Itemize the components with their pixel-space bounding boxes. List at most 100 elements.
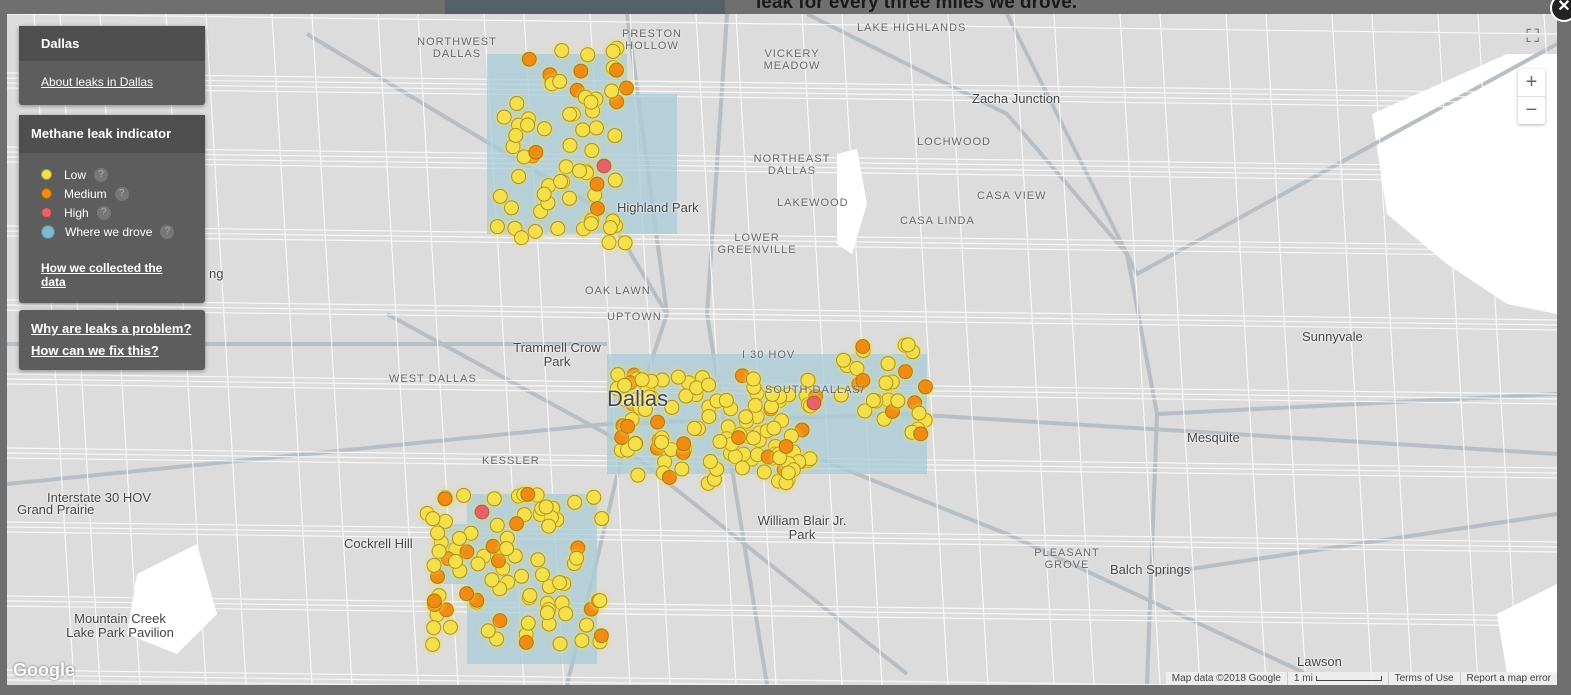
leak-marker-low[interactable]	[431, 543, 447, 559]
leak-marker-low[interactable]	[520, 615, 536, 631]
leak-marker-low[interactable]	[572, 163, 588, 179]
leak-marker-low[interactable]	[536, 186, 552, 202]
leak-marker-low[interactable]	[594, 511, 610, 527]
leak-marker-medium[interactable]	[676, 436, 692, 452]
leak-marker-low[interactable]	[700, 377, 716, 393]
leak-marker-low[interactable]	[426, 620, 442, 636]
leak-marker-low[interactable]	[601, 235, 617, 251]
leak-marker-medium[interactable]	[492, 613, 508, 629]
leak-marker-low[interactable]	[574, 632, 590, 648]
leak-marker-medium[interactable]	[589, 201, 605, 217]
leak-marker-low[interactable]	[664, 399, 680, 415]
leak-marker-low[interactable]	[734, 460, 750, 476]
leak-marker-low[interactable]	[746, 430, 762, 446]
leak-marker-medium[interactable]	[620, 418, 636, 434]
leak-marker-low[interactable]	[425, 636, 441, 652]
leak-marker-low[interactable]	[880, 356, 896, 372]
leak-marker-low[interactable]	[553, 174, 569, 190]
fullscreen-button[interactable]: ⛶	[1526, 26, 1539, 46]
leak-marker-low[interactable]	[562, 106, 578, 122]
leak-marker-low[interactable]	[678, 388, 694, 404]
leak-marker-low[interactable]	[756, 464, 772, 480]
leak-marker-low[interactable]	[511, 169, 527, 185]
leak-marker-medium[interactable]	[426, 593, 442, 609]
leak-marker-low[interactable]	[627, 436, 643, 452]
leak-marker-low[interactable]	[890, 393, 906, 409]
leak-marker-low[interactable]	[584, 143, 600, 159]
leak-marker-medium[interactable]	[855, 372, 871, 388]
leak-marker-medium[interactable]	[593, 628, 609, 644]
leak-marker-low[interactable]	[575, 122, 591, 138]
leak-marker-low[interactable]	[489, 219, 505, 235]
leak-marker-low[interactable]	[745, 371, 761, 387]
leak-marker-low[interactable]	[538, 499, 554, 515]
leak-marker-low[interactable]	[849, 360, 865, 376]
leak-marker-medium[interactable]	[913, 426, 929, 442]
leak-marker-high[interactable]	[806, 395, 822, 411]
leak-marker-low[interactable]	[447, 553, 463, 569]
leak-marker-medium[interactable]	[650, 414, 666, 430]
leak-marker-low[interactable]	[513, 230, 529, 246]
leak-marker-low[interactable]	[586, 489, 602, 505]
leak-marker-low[interactable]	[552, 73, 568, 89]
leak-marker-medium[interactable]	[661, 469, 677, 485]
leak-marker-low[interactable]	[527, 223, 543, 239]
leak-marker-low[interactable]	[605, 43, 621, 59]
terms-link[interactable]: Terms of Use	[1387, 672, 1460, 685]
leak-marker-medium[interactable]	[778, 438, 794, 454]
leak-marker-low[interactable]	[718, 392, 734, 408]
leak-marker-low[interactable]	[583, 216, 599, 232]
leak-marker-low[interactable]	[865, 393, 881, 409]
leak-marker-low[interactable]	[607, 172, 623, 188]
leak-marker-medium[interactable]	[437, 491, 453, 507]
leak-marker-low[interactable]	[900, 337, 916, 353]
leak-marker-low[interactable]	[530, 552, 546, 568]
leak-marker-low[interactable]	[641, 389, 657, 405]
leak-marker-low[interactable]	[536, 121, 552, 137]
leak-marker-low[interactable]	[604, 83, 620, 99]
how-fix-link[interactable]: How can we fix this?	[31, 343, 159, 358]
map[interactable]: Northwest Dallas Preston Hollow Vickery Me…	[7, 14, 1557, 685]
leak-marker-low[interactable]	[554, 43, 570, 59]
leak-marker-medium[interactable]	[855, 339, 871, 355]
leak-marker-low[interactable]	[833, 387, 849, 403]
scale-bar[interactable]: 1 mi	[1286, 672, 1388, 685]
leak-marker-low[interactable]	[552, 636, 568, 652]
leak-marker-low[interactable]	[764, 386, 780, 402]
leak-marker-low[interactable]	[588, 120, 604, 136]
leak-marker-low[interactable]	[499, 541, 515, 557]
leak-marker-low[interactable]	[480, 623, 496, 639]
leak-marker-medium[interactable]	[589, 176, 605, 192]
leak-marker-low[interactable]	[670, 369, 686, 385]
leak-marker-low[interactable]	[451, 530, 467, 546]
leak-marker-medium[interactable]	[459, 544, 475, 560]
leak-marker-medium[interactable]	[459, 586, 475, 602]
leak-marker-low[interactable]	[583, 94, 599, 110]
leak-marker-medium[interactable]	[485, 538, 501, 554]
leak-marker-low[interactable]	[442, 619, 458, 635]
leak-marker-low[interactable]	[425, 511, 441, 527]
leak-marker-low[interactable]	[456, 487, 472, 503]
leak-marker-low[interactable]	[836, 352, 852, 368]
close-button[interactable]: ✕	[1550, 0, 1571, 22]
leak-marker-low[interactable]	[634, 372, 650, 388]
leak-marker-low[interactable]	[567, 494, 583, 510]
leak-marker-low[interactable]	[654, 434, 670, 450]
leak-marker-low[interactable]	[911, 405, 927, 421]
leak-marker-low[interactable]	[602, 220, 618, 236]
leak-marker-low[interactable]	[522, 588, 538, 604]
leak-marker-medium[interactable]	[731, 430, 747, 446]
leak-marker-low[interactable]	[617, 235, 633, 251]
leak-marker-low[interactable]	[486, 491, 502, 507]
leak-marker-medium[interactable]	[619, 80, 635, 96]
help-icon[interactable]: ?	[94, 167, 109, 182]
leak-marker-low[interactable]	[558, 159, 574, 175]
leak-marker-low[interactable]	[492, 188, 508, 204]
leak-marker-low[interactable]	[562, 137, 578, 153]
leak-marker-medium[interactable]	[917, 379, 933, 395]
leak-marker-low[interactable]	[509, 96, 525, 112]
leak-marker-low[interactable]	[800, 372, 816, 388]
leak-marker-medium[interactable]	[528, 144, 544, 160]
why-problem-link[interactable]: Why are leaks a problem?	[31, 321, 192, 336]
leak-marker-low[interactable]	[738, 409, 754, 425]
